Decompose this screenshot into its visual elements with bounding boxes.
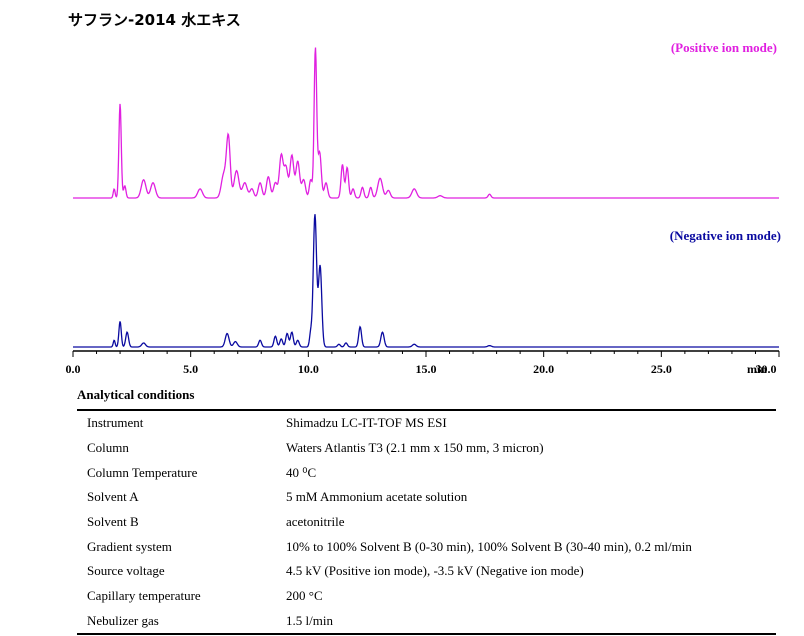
- x-tick-label: 10.0: [298, 362, 319, 376]
- condition-value: 10% to 100% Solvent B (0-30 min), 100% S…: [286, 538, 692, 554]
- chromatogram-traces: [73, 47, 779, 348]
- table-row: Capillary temperature 200 °C: [77, 584, 776, 609]
- series-label-negative: (Negative ion mode): [670, 228, 781, 243]
- condition-value: 5 mM Ammonium acetate solution: [286, 489, 468, 505]
- table-row: Source voltage 4.5 kV (Positive ion mode)…: [77, 559, 776, 584]
- condition-value: 200 °C: [286, 588, 323, 604]
- x-axis-unit-label: min: [747, 362, 767, 376]
- series-line-negative: [73, 214, 779, 348]
- table-row: Solvent B acetonitrile: [77, 510, 776, 535]
- condition-value: 1.5 l/min: [286, 612, 333, 628]
- x-tick-label: 5.0: [183, 362, 198, 376]
- condition-name: Instrument: [87, 415, 144, 431]
- series-labels: (Positive ion mode) (Negative ion mode): [670, 40, 781, 243]
- condition-value: 4.5 kV (Positive ion mode), -3.5 kV (Neg…: [286, 563, 584, 579]
- table-row: Solvent A 5 mM Ammonium acetate solution: [77, 485, 776, 510]
- condition-name: Solvent A: [87, 489, 139, 505]
- x-tick-label: 15.0: [416, 362, 437, 376]
- table-row: Instrument Shimadzu LC-IT-TOF MS ESI: [77, 410, 776, 436]
- condition-name: Nebulizer gas: [87, 612, 159, 628]
- conditions-table: Instrument Shimadzu LC-IT-TOF MS ESI Colum…: [77, 409, 776, 636]
- table-row: Gradient system 10% to 100% Solvent B (0-…: [77, 534, 776, 559]
- x-tick-label: 0.0: [66, 362, 81, 376]
- table-row: Nebulizer gas 1.5 l/min: [77, 609, 776, 635]
- x-tick-label: 30.0: [756, 362, 777, 376]
- condition-name: Gradient system: [87, 538, 172, 554]
- condition-name: Column Temperature: [87, 464, 198, 480]
- condition-name: Capillary temperature: [87, 588, 201, 604]
- page-title: サフラン-2014 水エキス: [68, 11, 241, 29]
- condition-name: Source voltage: [87, 563, 165, 579]
- condition-value: Shimadzu LC-IT-TOF MS ESI: [286, 415, 447, 431]
- x-tick-label: 25.0: [651, 362, 672, 376]
- condition-name: Solvent B: [87, 514, 139, 530]
- condition-value: acetonitrile: [286, 514, 345, 530]
- condition-name: Column: [87, 440, 129, 456]
- series-label-positive: (Positive ion mode): [671, 40, 777, 55]
- table-row: Column Waters Atlantis T3 (2.1 mm x 150 m…: [77, 436, 776, 461]
- series-line-positive: [73, 47, 779, 199]
- conditions-title: Analytical conditions: [77, 387, 195, 402]
- x-tick-label: 20.0: [533, 362, 554, 376]
- table-row: Column Temperature 40 ⁰C: [77, 460, 776, 485]
- condition-value: 40 ⁰C: [286, 464, 317, 480]
- condition-value: Waters Atlantis T3 (2.1 mm x 150 mm, 3 m…: [286, 440, 544, 456]
